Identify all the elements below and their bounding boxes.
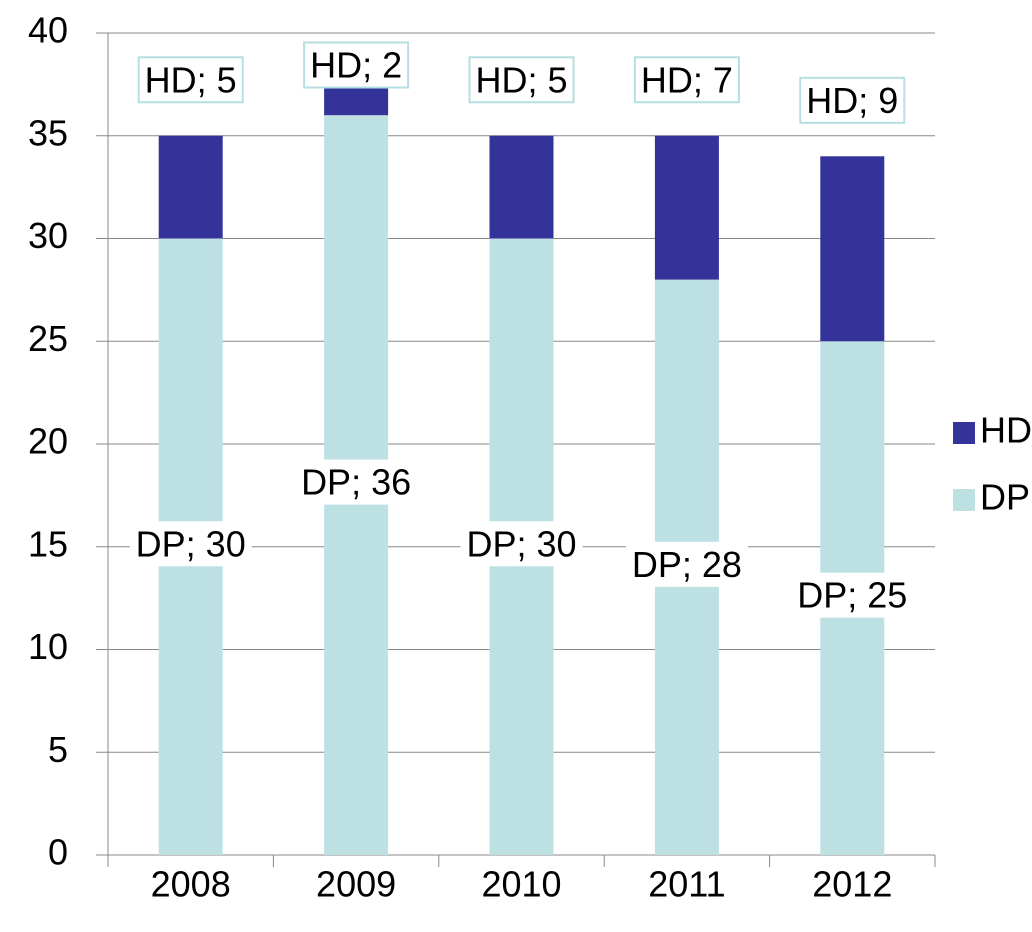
bar-segment bbox=[654, 135, 719, 280]
bar-segment bbox=[158, 135, 223, 239]
data-label: HD; 2 bbox=[310, 45, 402, 86]
data-label: DP; 30 bbox=[136, 523, 246, 564]
data-label-box bbox=[799, 76, 906, 124]
x-tick-label: 2009 bbox=[316, 864, 396, 905]
data-label: DP; 25 bbox=[797, 575, 907, 616]
legend-label: HD bbox=[980, 410, 1032, 451]
y-tick-label: 15 bbox=[28, 523, 68, 564]
data-label-box bbox=[625, 541, 748, 587]
data-label: HD; 7 bbox=[641, 59, 733, 100]
data-label: HD; 9 bbox=[806, 80, 898, 121]
y-tick-label: 0 bbox=[48, 832, 68, 873]
data-label-box bbox=[460, 521, 583, 567]
y-tick-label: 10 bbox=[28, 626, 68, 667]
data-label: DP; 36 bbox=[301, 462, 411, 503]
y-tick-label: 35 bbox=[28, 112, 68, 153]
data-label: DP; 28 bbox=[632, 544, 742, 585]
x-tick-label: 2011 bbox=[648, 864, 725, 905]
data-label: DP; 30 bbox=[466, 523, 576, 564]
x-tick-label: 2012 bbox=[812, 864, 892, 905]
x-tick-label: 2010 bbox=[481, 864, 561, 905]
data-label-box bbox=[129, 521, 252, 567]
y-tick-label: 20 bbox=[28, 421, 68, 462]
data-label: HD; 5 bbox=[475, 59, 567, 100]
y-tick-label: 25 bbox=[28, 318, 68, 359]
data-label-box bbox=[303, 41, 410, 89]
x-tick-label: 2008 bbox=[151, 864, 231, 905]
data-label: HD; 5 bbox=[145, 59, 237, 100]
bar-segment bbox=[489, 135, 554, 239]
y-tick-label: 40 bbox=[28, 10, 68, 51]
y-tick-label: 5 bbox=[48, 729, 68, 770]
legend-swatch bbox=[953, 489, 975, 511]
data-label-box bbox=[468, 56, 575, 104]
legend-label: DP bbox=[980, 477, 1030, 518]
data-label-box bbox=[295, 459, 418, 505]
data-label-box bbox=[633, 56, 740, 104]
y-tick-label: 30 bbox=[28, 215, 68, 256]
legend-swatch bbox=[953, 422, 975, 444]
bar-segment bbox=[820, 156, 885, 342]
data-label-box bbox=[791, 572, 914, 618]
data-label-box bbox=[137, 56, 244, 104]
